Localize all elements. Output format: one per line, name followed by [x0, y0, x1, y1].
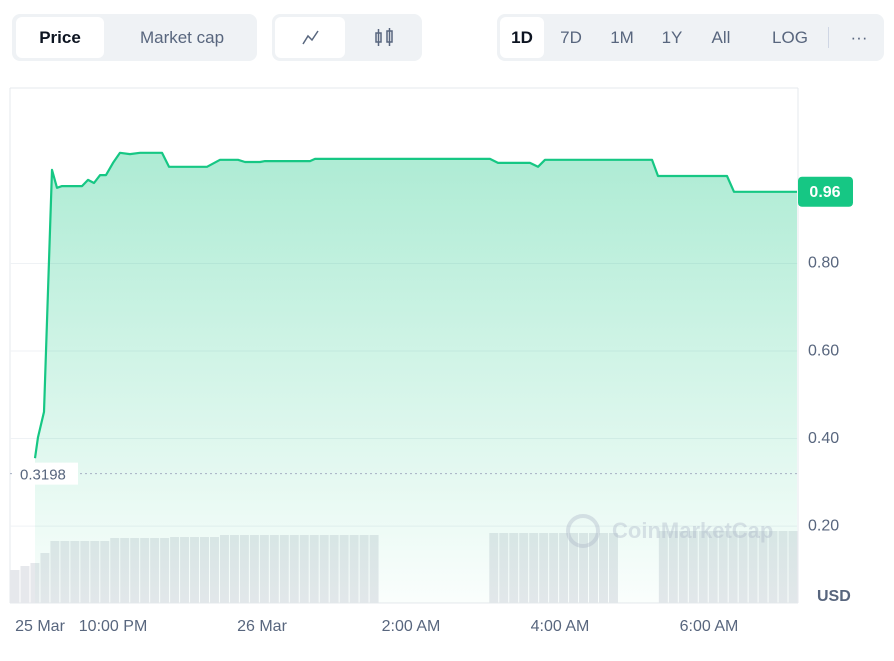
- y-tick-label: 0.60: [808, 342, 839, 359]
- x-tick-label: 6:00 AM: [680, 618, 739, 635]
- tab-price[interactable]: Price: [16, 17, 104, 58]
- current-price-badge: [798, 176, 853, 207]
- range-7d[interactable]: 7D: [560, 28, 582, 47]
- range-all[interactable]: All: [711, 28, 731, 47]
- candle-icon: [375, 28, 393, 46]
- x-tick-label: 4:00 AM: [531, 618, 590, 635]
- separator: [828, 27, 829, 48]
- y-tick-label: 0.20: [808, 517, 839, 534]
- line-icon: [302, 30, 319, 45]
- y-tick-label: 0.80: [808, 255, 839, 272]
- area: [35, 152, 797, 604]
- x-tick-label: 26 Mar: [237, 618, 287, 635]
- volume-bar: [20, 566, 30, 603]
- range-1m[interactable]: 1M: [610, 28, 634, 47]
- watermark: CoinMarketCap: [566, 514, 773, 548]
- metric-tabs: Price Market cap: [12, 14, 257, 61]
- log-toggle[interactable]: LOG: [772, 28, 808, 47]
- line-chart-button[interactable]: [275, 17, 345, 58]
- range-tabs: 1D 7D 1M 1Y All LOG ···: [497, 14, 884, 61]
- x-tick-label: 25 Mar: [15, 618, 65, 635]
- y-tick-label: 0.40: [808, 430, 839, 447]
- x-tick-label: 10:00 PM: [79, 618, 147, 635]
- candle-chart-button[interactable]: [349, 17, 419, 58]
- volume-bar: [10, 570, 20, 603]
- price-line: [33, 151, 797, 459]
- currency-label: USD: [817, 588, 851, 605]
- x-tick-label: 2:00 AM: [382, 618, 441, 635]
- baseline-label: 0.3198: [20, 467, 66, 484]
- range-1y[interactable]: 1Y: [661, 28, 683, 47]
- more-button[interactable]: ···: [850, 28, 868, 47]
- current-price-label: 0.96: [809, 184, 840, 201]
- range-1d[interactable]: 1D: [500, 17, 544, 58]
- volume-bar: [30, 563, 40, 603]
- watermark-logo: [566, 514, 600, 548]
- watermark-text: CoinMarketCap: [612, 518, 773, 543]
- tab-market-cap[interactable]: Market cap: [139, 28, 225, 47]
- chart-style-tabs: [272, 14, 422, 61]
- baseline-label-bg: [14, 462, 78, 485]
